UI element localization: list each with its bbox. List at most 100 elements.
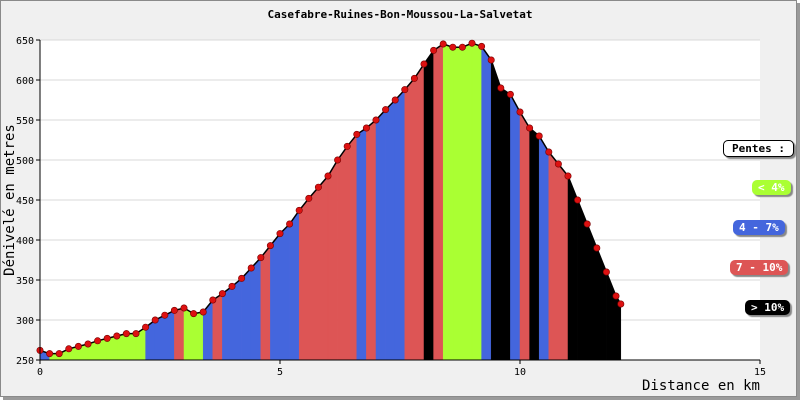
slope-bar xyxy=(346,133,358,361)
elevation-point xyxy=(247,264,255,272)
slope-bar xyxy=(481,45,492,361)
elevation-point xyxy=(410,74,418,82)
slope-bar xyxy=(471,42,482,361)
y-tick-label: 450 xyxy=(16,196,34,207)
y-tick-label: 350 xyxy=(16,276,34,287)
slope-bar xyxy=(510,94,521,361)
chart-title: Casefabre-Ruines-Bon-Moussou-La-Salvetat xyxy=(268,8,533,21)
elevation-point xyxy=(180,304,188,312)
elevation-point xyxy=(113,332,121,340)
slope-bar xyxy=(394,88,406,361)
elevation-point xyxy=(602,268,610,276)
x-tick-label: 10 xyxy=(514,367,526,378)
slope-bar xyxy=(462,42,473,361)
y-tick-label: 600 xyxy=(16,76,34,87)
elevation-point xyxy=(199,308,207,316)
slope-bar xyxy=(375,108,386,361)
elevation-point xyxy=(65,345,73,353)
slope-bar xyxy=(433,43,444,361)
elevation-point xyxy=(161,311,169,319)
elevation-point xyxy=(545,148,553,156)
elevation-point xyxy=(142,323,150,331)
elevation-point xyxy=(55,350,63,358)
elevation-point xyxy=(468,39,476,47)
y-axis-label: Dénivelé en metres xyxy=(2,124,18,276)
slope-bar xyxy=(548,151,559,361)
elevation-point xyxy=(564,172,572,180)
slope-bar xyxy=(490,59,502,361)
slope-bar xyxy=(222,285,233,361)
elevation-point xyxy=(401,86,409,94)
elevation-point xyxy=(122,330,130,338)
elevation-point xyxy=(276,230,284,238)
y-tick-label: 400 xyxy=(16,236,34,247)
elevation-point xyxy=(554,160,562,168)
slope-bar xyxy=(500,87,511,361)
slope-bar xyxy=(193,311,204,361)
elevation-point xyxy=(46,350,54,358)
elevation-point xyxy=(617,300,625,308)
elevation-point xyxy=(324,172,332,180)
slope-bar xyxy=(356,127,367,361)
elevation-point xyxy=(526,124,534,132)
slope-bar xyxy=(385,99,396,361)
slope-bar xyxy=(567,175,578,361)
slope-bar xyxy=(452,46,463,361)
x-tick-label: 15 xyxy=(754,367,766,378)
elevation-point xyxy=(439,40,447,48)
elevation-point xyxy=(430,46,438,54)
y-tick-label: 550 xyxy=(16,116,34,127)
elevation-point xyxy=(170,306,178,314)
slope-bar xyxy=(423,49,434,361)
elevation-point xyxy=(218,290,226,298)
elevation-point xyxy=(353,130,361,138)
slope-bar xyxy=(442,43,454,361)
elevation-point xyxy=(266,242,274,250)
slope-bar xyxy=(241,267,252,361)
elevation-point xyxy=(209,296,217,304)
slope-bar xyxy=(212,293,223,361)
slope-bar xyxy=(519,111,530,361)
slope-bar xyxy=(289,209,300,361)
slope-bar xyxy=(414,63,425,361)
legend-item-7-10: 7 - 10% xyxy=(730,260,789,275)
legend-item-4-7: 4 - 7% xyxy=(733,220,785,235)
elevation-point xyxy=(362,124,370,132)
slope-bar xyxy=(538,135,550,361)
slope-bar xyxy=(279,223,290,361)
slope-bar xyxy=(529,127,540,361)
elevation-point xyxy=(190,310,198,318)
elevation-markers xyxy=(36,39,625,358)
y-tick-label: 650 xyxy=(16,36,34,47)
elevation-point xyxy=(516,108,524,116)
legend-item-over-10: > 10% xyxy=(745,300,791,315)
x-tick-label: 5 xyxy=(277,367,283,378)
elevation-point xyxy=(535,132,543,140)
elevation-point xyxy=(84,340,92,348)
slope-bar xyxy=(327,159,338,361)
axis-ticks: 250 300 350 400 450 500 550 600 650 0 5 10 15 xyxy=(16,36,766,378)
slope-bar xyxy=(404,77,415,361)
elevation-point xyxy=(593,244,601,252)
legend-item-under-4: < 4% xyxy=(752,180,791,195)
elevation-point xyxy=(478,42,486,50)
elevation-point xyxy=(103,334,111,342)
slope-bar xyxy=(174,307,185,361)
elevation-point xyxy=(420,60,428,68)
elevation-point xyxy=(94,337,102,345)
slope-bar xyxy=(318,175,329,361)
slope-bar xyxy=(366,119,377,361)
elevation-point xyxy=(449,43,457,51)
elevation-point xyxy=(74,342,82,350)
slope-bar xyxy=(231,277,242,361)
elevation-point xyxy=(574,196,582,204)
elevation-point xyxy=(343,142,351,150)
elevation-point xyxy=(305,194,313,202)
elevation-point xyxy=(151,316,159,324)
elevation-point xyxy=(334,156,342,164)
slope-bar xyxy=(260,244,271,361)
y-tick-label: 500 xyxy=(16,156,34,167)
y-tick-label: 300 xyxy=(16,316,34,327)
elevation-point xyxy=(497,84,505,92)
